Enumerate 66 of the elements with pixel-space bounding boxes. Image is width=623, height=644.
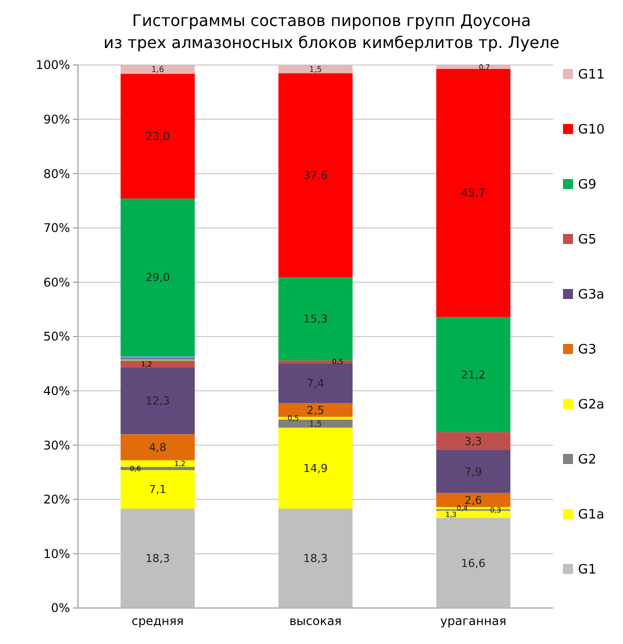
data-label: 16,6 [461,556,486,570]
bar [278,65,353,74]
data-label: 23,0 [145,130,170,143]
legend-label: G5 [578,232,596,248]
data-label: 29,0 [145,271,170,284]
data-label: 7,4 [306,377,324,390]
bar [436,68,510,317]
bar [120,367,195,434]
bar [120,434,195,460]
y-tick-label: 100% [36,58,70,72]
bar [436,316,510,432]
bar [120,360,195,368]
bar [436,432,510,450]
legend-label: G3a [578,288,604,303]
bar [278,420,353,428]
bar [278,277,353,360]
bar [120,470,195,509]
data-label: 3,3 [464,434,482,448]
x-tick-label: высокая [289,614,342,628]
data-label: 15,3 [303,312,328,326]
y-tick-label: 40% [43,384,70,398]
bar [278,73,353,278]
data-label: 2,6 [464,494,482,507]
data-label: 18,3 [303,552,328,566]
bar [120,460,195,467]
y-tick-label: 10% [43,546,70,561]
bar [278,428,353,509]
legend-label: G10 [578,122,605,138]
legend-label: G3 [578,342,596,358]
y-tick-label: 0% [50,601,70,616]
data-label: 45,7 [461,186,486,200]
bar [278,363,353,404]
data-label: 1,5 [309,64,322,74]
legend-label: G2a [578,398,604,413]
legend-label: G1a [578,508,604,523]
y-tick-label: 70% [43,221,70,236]
data-label: 12,3 [145,394,170,408]
bar [120,74,195,199]
bar [436,450,510,493]
bar [436,492,510,507]
legend-label: G11 [578,68,605,83]
data-label: 21,2 [461,368,486,382]
legend-label: G9 [578,178,596,193]
bar [278,403,353,417]
x-tick-label: средняя [132,614,184,628]
x-tick-label: ураганная [440,614,506,628]
legend-label: G2 [578,452,596,468]
data-label: 2,5 [306,404,324,417]
legend-label: G1 [578,562,596,578]
bar [120,198,195,356]
data-label: 18,3 [145,552,170,566]
y-tick-label: 60% [43,275,70,290]
bar [120,65,195,74]
chart-title: Гистограммы составов пиропов групп Доусона из трех алмазоносных блоков кимберлитов тр. Луеле [104,11,560,52]
data-label: 4,8 [148,441,166,454]
data-label: 37,6 [303,169,328,182]
y-tick-label: 30% [43,438,70,452]
data-label: 14,9 [303,462,328,476]
data-label: 1,6 [151,65,164,74]
y-tick-label: 80% [43,166,70,181]
data-label: 7,9 [464,465,482,478]
data-label: 7,1 [148,483,166,496]
data-label: 1,5 [309,419,322,428]
y-tick-label: 20% [43,492,70,507]
y-tick-label: 90% [43,112,70,126]
y-tick-label: 50% [43,330,70,344]
